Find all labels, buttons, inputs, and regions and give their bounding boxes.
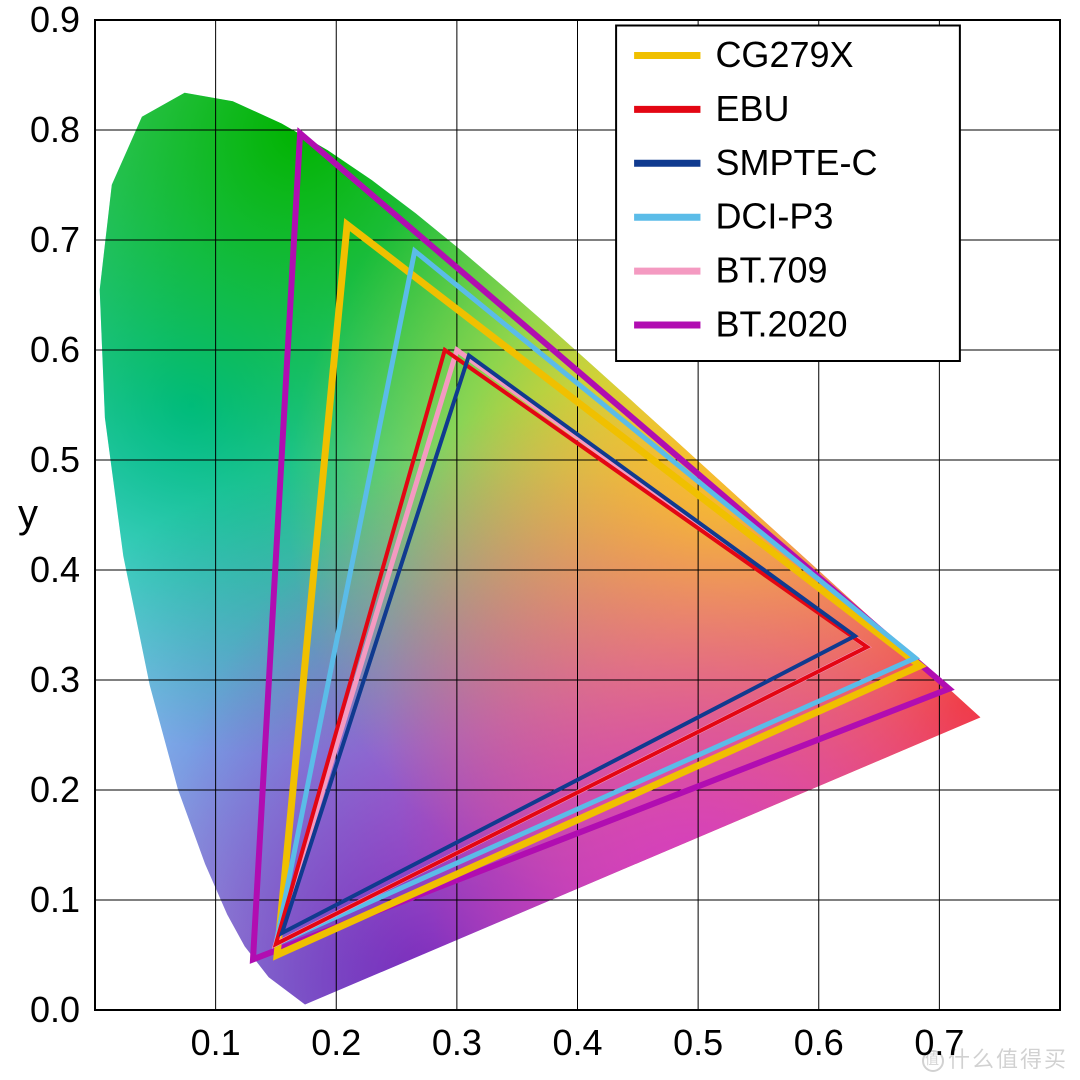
legend-label: CG279X: [715, 34, 853, 75]
legend: CG279X EBU SMPTE-C DCI-P3 BT.709 BT.2020: [616, 26, 960, 362]
ytick-label: 0.2: [30, 769, 80, 810]
ytick-label: 0.5: [30, 439, 80, 480]
xtick-label: 0.6: [794, 1022, 844, 1063]
legend-label: BT.709: [715, 250, 827, 291]
ytick-label: 0.6: [30, 329, 80, 370]
xtick-label: 0.2: [311, 1022, 361, 1063]
legend-label: BT.2020: [715, 304, 847, 345]
xtick-label: 0.1: [191, 1022, 241, 1063]
chart-svg: 0.00.10.20.30.40.50.60.70.00.10.20.30.40…: [0, 0, 1080, 1080]
xtick-label: 0.5: [673, 1022, 723, 1063]
legend-label: SMPTE-C: [715, 142, 877, 183]
y-axis-title: y: [18, 492, 38, 536]
ytick-label: 0.1: [30, 879, 80, 920]
ytick-label: 0.0: [30, 989, 80, 1030]
ytick-label: 0.9: [30, 0, 80, 40]
ytick-label: 0.3: [30, 659, 80, 700]
ytick-label: 0.7: [30, 219, 80, 260]
xtick-label: 0.3: [432, 1022, 482, 1063]
ytick-label: 0.4: [30, 549, 80, 590]
ytick-label: 0.8: [30, 109, 80, 150]
legend-label: DCI-P3: [715, 196, 833, 237]
chromaticity-chart: 0.00.10.20.30.40.50.60.70.00.10.20.30.40…: [0, 0, 1080, 1080]
xtick-label: 0.7: [914, 1022, 964, 1063]
xtick-label: 0.4: [552, 1022, 602, 1063]
legend-label: EBU: [715, 88, 789, 129]
